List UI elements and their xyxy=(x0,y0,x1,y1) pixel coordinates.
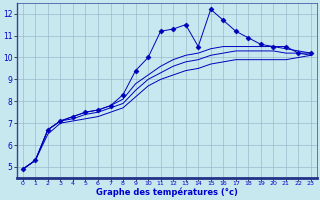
X-axis label: Graphe des températures (°c): Graphe des températures (°c) xyxy=(96,188,238,197)
